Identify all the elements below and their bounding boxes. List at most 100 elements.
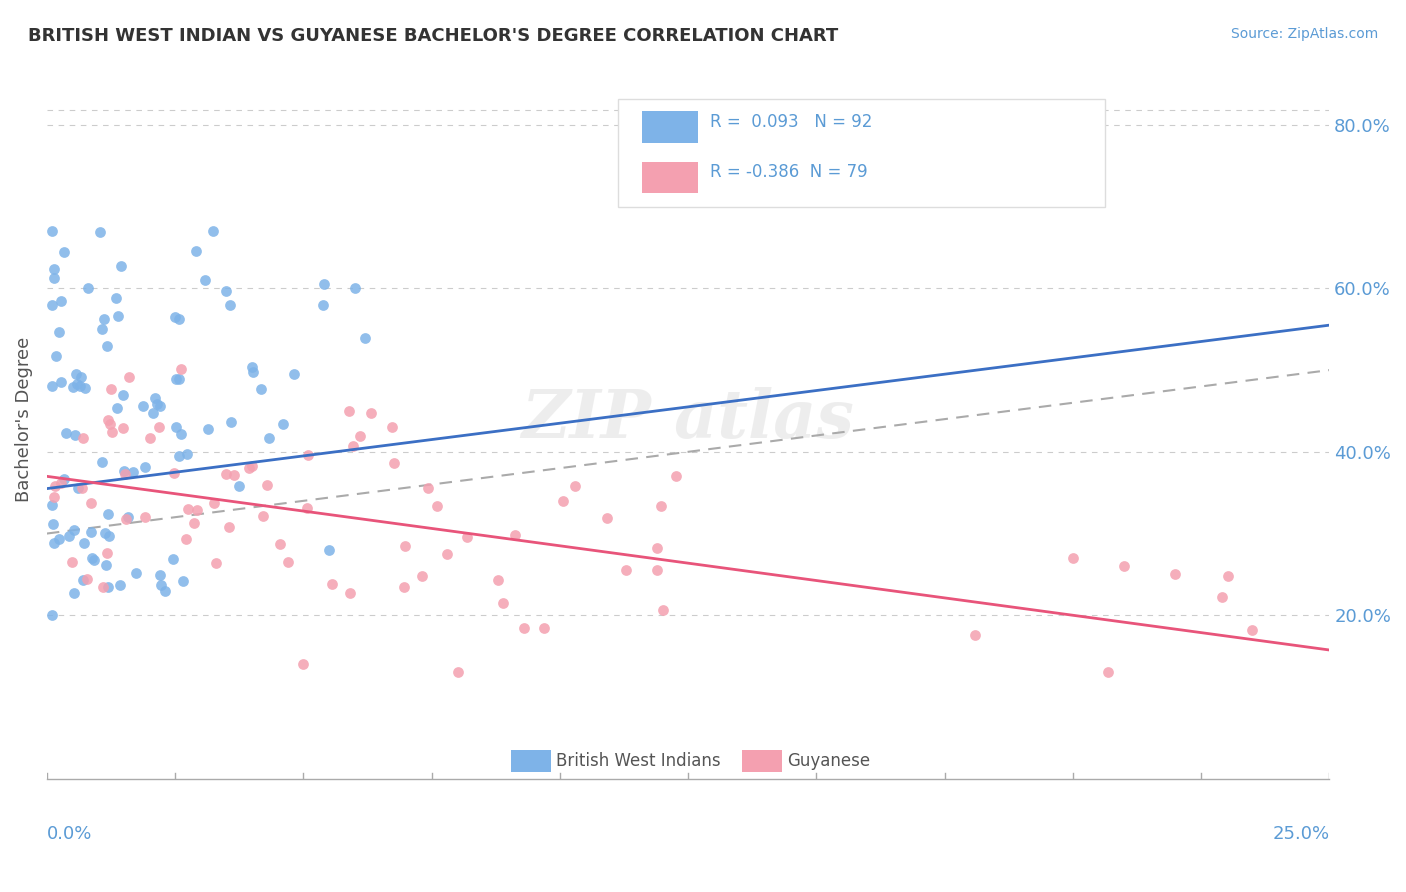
FancyBboxPatch shape [643,112,699,143]
Point [645,541,668,555]
FancyBboxPatch shape [643,161,699,194]
Point [48,532,70,546]
Point [114,512,136,526]
Point [503,528,526,542]
Point [63,586,86,600]
Point [176,447,198,461]
Point [44,262,66,277]
Point [167,312,190,326]
Point [240,360,263,375]
Point [72,432,94,446]
Point [111,388,134,402]
Point [596,511,619,525]
Point [218,298,240,312]
Point [76,572,98,586]
Point [63,428,86,442]
Point [240,459,263,474]
Point [83,552,105,566]
Point [215,467,238,481]
Point [256,478,278,492]
Point [651,603,673,617]
Point [360,406,382,420]
Point [55,426,77,441]
Point [48,326,70,340]
Point [52,472,75,486]
Point [41,224,63,238]
Point [58,529,80,543]
Point [551,493,574,508]
Text: R = -0.386  N = 79: R = -0.386 N = 79 [710,163,868,181]
Point [114,467,136,482]
Point [167,449,190,463]
Point [277,555,299,569]
Point [354,331,377,345]
Point [283,367,305,381]
Point [118,370,141,384]
Point [94,558,117,572]
Point [170,361,193,376]
Point [965,627,987,641]
Point [215,284,238,298]
Point [197,421,219,435]
Point [97,507,120,521]
Point [170,426,193,441]
Point [65,367,87,381]
Text: BRITISH WEST INDIAN VS GUYANESE BACHELOR'S DEGREE CORRELATION CHART: BRITISH WEST INDIAN VS GUYANESE BACHELOR… [28,27,838,45]
Point [98,417,121,432]
Point [201,224,224,238]
Point [75,381,97,395]
Point [73,536,96,550]
Text: Source: ZipAtlas.com: Source: ZipAtlas.com [1230,27,1378,41]
Point [1241,624,1264,638]
Point [149,567,172,582]
Point [62,380,84,394]
Text: British West Indians: British West Indians [555,752,721,770]
Point [125,566,148,581]
Point [218,520,240,534]
Point [97,413,120,427]
Point [416,481,439,495]
Point [107,309,129,323]
Point [69,379,91,393]
Point [382,456,405,470]
Text: 0.0%: 0.0% [46,825,93,844]
Point [49,375,72,389]
Point [44,536,66,550]
Point [112,421,135,435]
Point [148,420,170,434]
Point [97,580,120,594]
Point [318,542,340,557]
Point [110,259,132,273]
Point [66,481,89,495]
Point [564,479,586,493]
Point [91,322,114,336]
Point [91,581,114,595]
FancyBboxPatch shape [512,750,551,772]
Point [1062,551,1084,566]
Point [49,294,72,309]
Point [650,499,672,513]
Point [105,401,128,416]
Point [169,372,191,386]
Point [117,509,139,524]
Point [222,468,245,483]
Point [41,499,63,513]
Point [165,371,187,385]
Point [77,281,100,295]
Point [96,546,118,560]
Point [321,577,343,591]
Point [139,432,162,446]
Point [162,551,184,566]
Point [512,620,534,634]
Point [297,448,319,462]
Point [194,273,217,287]
Point [394,539,416,553]
Point [381,419,404,434]
Point [70,481,93,495]
Point [72,573,94,587]
Point [79,524,101,539]
Point [250,383,273,397]
Point [205,556,228,570]
Point [174,532,197,546]
Point [80,551,103,566]
